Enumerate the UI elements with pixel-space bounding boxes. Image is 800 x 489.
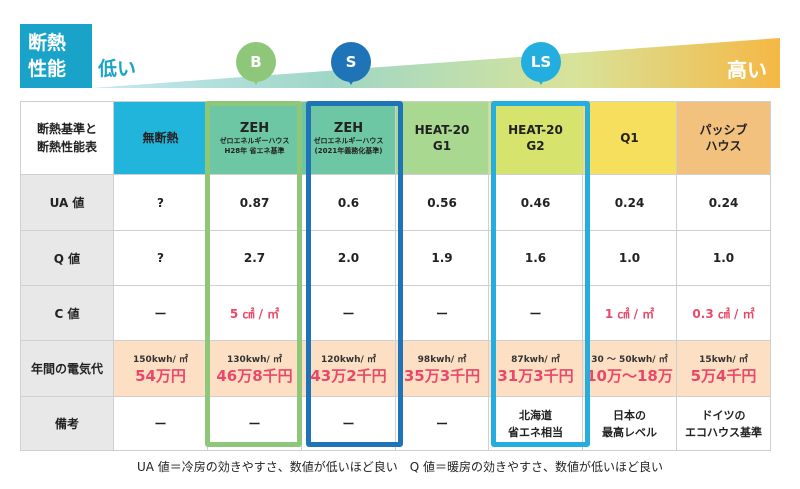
- kwh-value: 30 〜 50kwh/ ㎡: [591, 354, 668, 365]
- kwh-value: 15kwh/ ㎡: [699, 354, 748, 365]
- highlight-ls: [491, 101, 590, 447]
- table-cell: 1 ㎠ / ㎡: [582, 285, 677, 341]
- table-cell: ー: [301, 285, 396, 341]
- col-main-label: ZEH: [239, 120, 270, 136]
- table-cell: ー: [395, 396, 489, 451]
- table-cell: ドイツの エコハウス基準: [676, 396, 771, 451]
- badge-s: S: [331, 42, 371, 82]
- badge-ls: LS: [521, 42, 561, 82]
- highlight-s: [306, 101, 403, 447]
- insulation-title: 断熱 性能: [20, 24, 92, 88]
- energy-cell: 98kwh/ ㎡ 35万3千円: [395, 340, 489, 397]
- low-label: 低い: [98, 58, 137, 80]
- badge-b-pin: B: [236, 42, 276, 90]
- cost-value: 10万〜18万: [586, 366, 673, 385]
- col-q1: Q1: [582, 101, 677, 175]
- ua-row: UA 値 ? 0.87 0.6 0.56 0.46 0.24 0.24: [20, 174, 771, 231]
- table-cell: 日本の 最高レベル: [582, 396, 677, 451]
- kwh-value: 98kwh/ ㎡: [417, 354, 467, 365]
- row-label-notes: 備考: [20, 396, 114, 451]
- energy-row: 年間の電気代 150kwh/ ㎡ 54万円 130kwh/ ㎡ 46万8千円 120…: [20, 340, 771, 397]
- col-heat20-g1: HEAT-20 G1: [395, 101, 489, 175]
- col-heat20-g2: HEAT-20 G2: [488, 101, 583, 175]
- col-sub-label: ゼロエネルギーハウス H28年 省エネ基準: [219, 136, 290, 155]
- energy-cell: 30 〜 50kwh/ ㎡ 10万〜18万: [582, 340, 677, 397]
- row-label-q: Q 値: [20, 230, 114, 286]
- col-zeh-2021: ZEH ゼロエネルギーハウス (2021年義務化基準): [301, 101, 396, 175]
- row-label-energy: 年間の電気代: [20, 340, 114, 397]
- kwh-value: 120kwh/ ㎡: [321, 354, 376, 365]
- table-cell: 1.0: [676, 230, 771, 286]
- table-cell: ー: [207, 396, 302, 451]
- table-cell: 1.9: [395, 230, 489, 286]
- table-cell: ー: [113, 285, 208, 341]
- table-cell: 0.24: [582, 174, 677, 231]
- badge-b: B: [236, 42, 276, 82]
- corner-label: 断熱基準と 断熱性能表: [20, 101, 114, 175]
- kwh-value: 130kwh/ ㎡: [227, 354, 282, 365]
- table-cell: 0.3 ㎠ / ㎡: [676, 285, 771, 341]
- energy-cell: 87kwh/ ㎡ 31万3千円: [488, 340, 583, 397]
- cost-value: 46万8千円: [216, 366, 293, 385]
- table-cell: 0.56: [395, 174, 489, 231]
- performance-gradient: [92, 38, 780, 88]
- table-cell: 2.7: [207, 230, 302, 286]
- badge-s-pin: S: [331, 42, 371, 90]
- cost-value: 35万3千円: [403, 366, 481, 385]
- c-row: C 値 ー 5 ㎠ / ㎡ ー ー ー 1 ㎠ / ㎡ 0.3 ㎠ / ㎡: [20, 285, 771, 341]
- row-label-ua: UA 値: [20, 174, 114, 231]
- cost-value: 54万円: [135, 366, 186, 385]
- cost-value: 31万3千円: [497, 366, 574, 385]
- table-cell: 0.46: [488, 174, 583, 231]
- highlight-b: [205, 101, 302, 447]
- table-cell: ー: [395, 285, 489, 341]
- badge-ls-pin: LS: [521, 42, 561, 90]
- energy-cell: 15kwh/ ㎡ 5万4千円: [676, 340, 771, 397]
- energy-cell: 150kwh/ ㎡ 54万円: [113, 340, 208, 397]
- kwh-value: 150kwh/ ㎡: [133, 354, 188, 365]
- q-row: Q 値 ? 2.7 2.0 1.9 1.6 1.0 1.0: [20, 230, 771, 286]
- table-cell: ?: [113, 230, 208, 286]
- table-cell: ー: [113, 396, 208, 451]
- col-no-insulation: 無断熱: [113, 101, 208, 175]
- col-passive-house: パッシブ ハウス: [676, 101, 771, 175]
- table-cell: 1.0: [582, 230, 677, 286]
- table-cell: 北海道 省エネ相当: [488, 396, 583, 451]
- table-cell: ー: [301, 396, 396, 451]
- table-cell: 2.0: [301, 230, 396, 286]
- row-label-c: C 値: [20, 285, 114, 341]
- table-cell: 0.6: [301, 174, 396, 231]
- notes-row: 備考 ー ー ー ー 北海道 省エネ相当 日本の 最高レベル ドイツの エコハウ…: [20, 396, 771, 451]
- table-cell: 0.24: [676, 174, 771, 231]
- col-sub-label: ゼロエネルギーハウス (2021年義務化基準): [313, 136, 384, 155]
- table-cell: ?: [113, 174, 208, 231]
- high-label: 高い: [727, 58, 767, 82]
- footnote: UA 値＝冷房の効きやすさ、数値が低いほど良い Q 値＝暖房の効きやすさ、数値が…: [136, 460, 664, 474]
- energy-cell: 130kwh/ ㎡ 46万8千円: [207, 340, 302, 397]
- kwh-value: 87kwh/ ㎡: [511, 354, 560, 365]
- col-main-label: 無断熱: [142, 131, 179, 145]
- cost-value: 43万2千円: [310, 366, 387, 385]
- insulation-table: 断熱基準と 断熱性能表 無断熱 ZEH ゼロエネルギーハウス H28年 省エネ基…: [20, 101, 771, 451]
- cost-value: 5万4千円: [690, 366, 757, 385]
- col-main-label: ZEH: [333, 120, 364, 136]
